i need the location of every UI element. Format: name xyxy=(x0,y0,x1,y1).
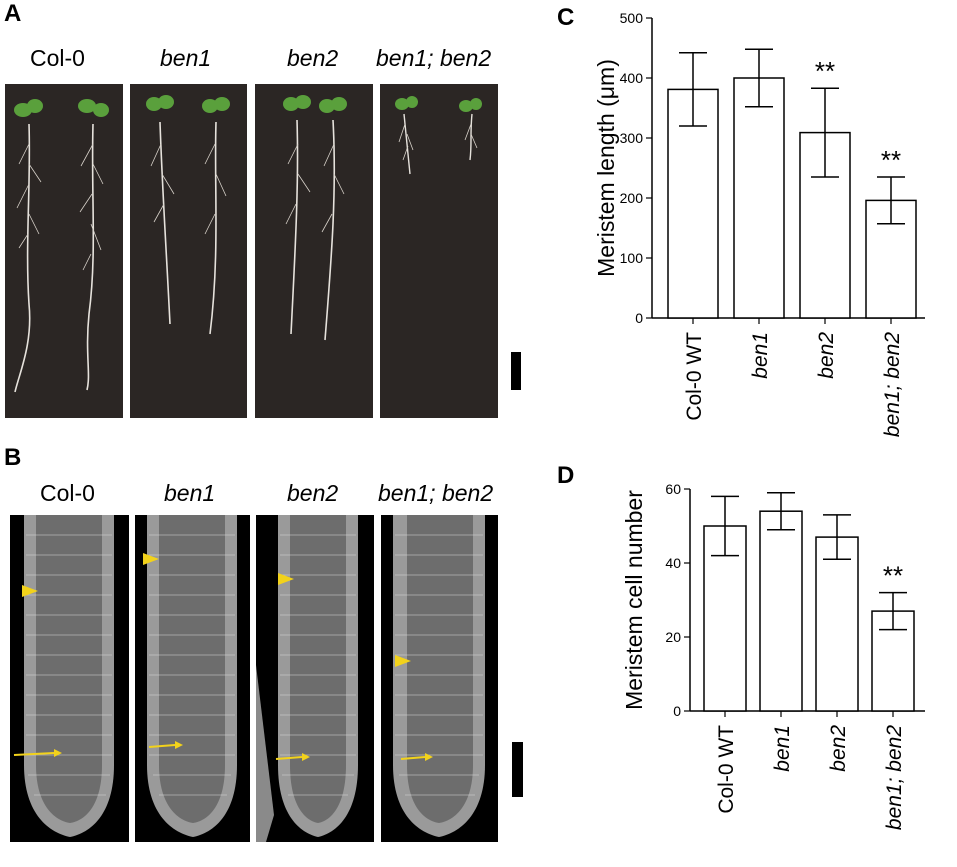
bar xyxy=(667,88,719,319)
panel-a-label-col0: Col-0 xyxy=(30,45,85,71)
panel-b-label-ben2: ben2 xyxy=(287,480,339,506)
panel-b-label-ben1: ben1 xyxy=(164,480,216,506)
seedling-photo-col0 xyxy=(5,84,123,418)
y-tick-label: 500 xyxy=(620,10,644,26)
bar xyxy=(815,536,859,712)
x-tick-label: ben1 xyxy=(749,332,772,379)
y-tick-label: 20 xyxy=(665,629,681,645)
bar xyxy=(865,199,917,319)
panel-b-label-double: ben1; ben2 xyxy=(378,480,494,506)
y-tick-label: 0 xyxy=(635,310,643,326)
confocal-root-ben1 xyxy=(135,515,250,842)
panel-b-label-col0: Col-0 xyxy=(40,480,95,506)
significance-label: ** xyxy=(883,561,903,591)
meristem-length-chart: 0 100 200 300 400 500 Meristem length (μm) Col-… xyxy=(593,10,925,437)
panel-b-letter: B xyxy=(4,444,22,471)
y-tick-label: 100 xyxy=(620,250,644,266)
panel-a-letter: A xyxy=(4,0,22,27)
y-axis-label: Meristem length (μm) xyxy=(593,59,619,277)
x-tick-label: Col-0 WT xyxy=(683,332,706,421)
y-tick-label: 400 xyxy=(620,70,644,86)
y-tick-label: 0 xyxy=(673,703,681,719)
y-tick-label: 60 xyxy=(665,481,681,497)
x-tick-label: ben1; ben2 xyxy=(881,332,904,437)
x-tick-label: ben2 xyxy=(815,332,838,379)
seedling-photo-ben1 xyxy=(130,84,247,418)
y-tick-label: 200 xyxy=(620,190,644,206)
confocal-root-ben1-ben2 xyxy=(381,515,498,842)
panel-b-scale-bar xyxy=(512,742,523,797)
confocal-root-col0 xyxy=(10,515,129,842)
x-tick-label: ben1; ben2 xyxy=(883,725,906,830)
panel-a-label-double: ben1; ben2 xyxy=(376,45,492,71)
panel-c-letter: C xyxy=(557,4,575,31)
seedling-photo-ben2 xyxy=(255,84,373,418)
panel-a-label-ben1: ben1 xyxy=(160,45,212,71)
x-tick-label: ben1 xyxy=(771,725,794,772)
significance-label: ** xyxy=(881,145,901,175)
panel-a-label-ben2: ben2 xyxy=(287,45,339,71)
panel-a-scale-bar xyxy=(511,352,521,390)
y-axis-label: Meristem cell number xyxy=(621,490,647,710)
significance-label: ** xyxy=(815,56,835,86)
seedling-photo-ben1-ben2 xyxy=(380,84,498,418)
x-tick-label: ben2 xyxy=(827,725,850,772)
confocal-root-ben2 xyxy=(256,515,374,842)
x-tick-label: Col-0 WT xyxy=(715,725,738,814)
meristem-cell-number-chart: 0 20 40 60 Meristem cell number Col-0 WT ben1 b… xyxy=(621,481,925,830)
bar xyxy=(759,510,803,712)
y-tick-label: 300 xyxy=(620,130,644,146)
panel-d-letter: D xyxy=(557,462,575,489)
bar xyxy=(733,77,785,319)
y-tick-label: 40 xyxy=(665,555,681,571)
